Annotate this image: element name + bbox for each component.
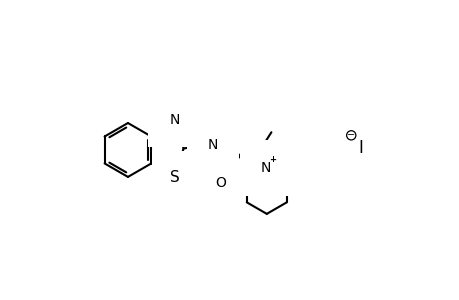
Text: I: I [357, 139, 362, 157]
Text: +: + [269, 155, 276, 164]
Text: N: N [260, 161, 271, 175]
Text: N: N [207, 138, 218, 152]
Text: −: − [347, 130, 354, 140]
Text: S: S [170, 170, 179, 185]
Text: N: N [169, 112, 179, 127]
Text: O: O [215, 176, 225, 190]
